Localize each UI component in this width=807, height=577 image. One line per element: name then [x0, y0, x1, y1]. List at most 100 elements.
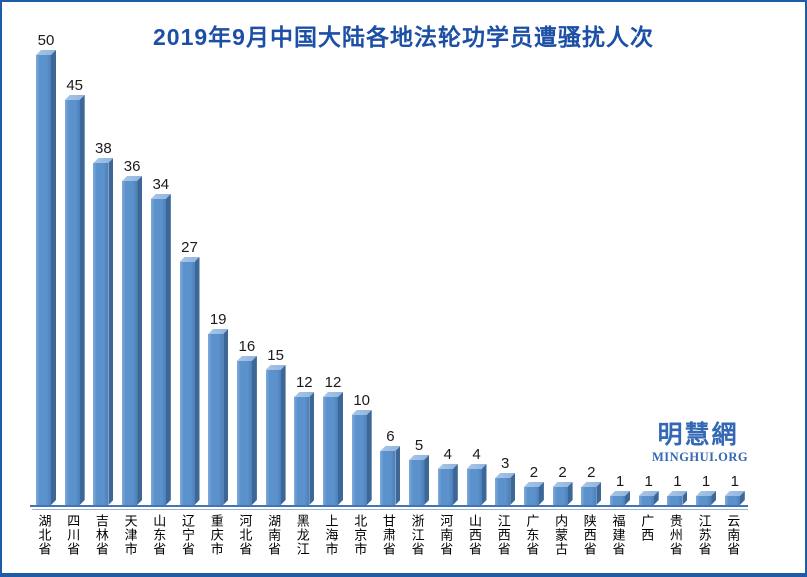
- bar-side-face: [108, 158, 113, 505]
- bar-category-label: 湖北省: [36, 514, 52, 556]
- bar-category-label: 陕西省: [581, 514, 597, 556]
- bar-value-label: 6: [386, 428, 395, 445]
- bar-front-face: [724, 496, 740, 505]
- bar-top-face: [667, 491, 688, 496]
- bar-side-face: [596, 482, 601, 505]
- bar-value-label: 1: [701, 473, 711, 490]
- bar-group: 1: [696, 473, 717, 505]
- bar-group: 6: [380, 428, 401, 505]
- bar-value-label: 38: [95, 140, 112, 157]
- bar-front-face: [495, 478, 511, 505]
- bar-group: 16: [236, 338, 257, 505]
- bar-front-face: [523, 487, 539, 505]
- bar-side-face: [539, 482, 544, 505]
- bar-category-label: 四川省: [65, 514, 81, 556]
- bar-value-label: 15: [267, 347, 284, 364]
- bar-side-face: [252, 356, 257, 505]
- bar-front-face: [466, 469, 482, 505]
- bar-top-face: [610, 491, 630, 496]
- bar-category-label: 黑龙江: [294, 514, 310, 556]
- x-axis-line: [30, 505, 748, 507]
- bar-group: 45: [64, 77, 85, 505]
- bar-value-label: 1: [673, 473, 682, 490]
- bar-front-face: [667, 496, 683, 505]
- bar-value-label: 1: [644, 473, 653, 490]
- bar-category-label: 山西省: [467, 514, 482, 556]
- bar-side-face: [453, 464, 458, 505]
- bar-top-face: [724, 491, 745, 496]
- bar-value-label: 50: [37, 32, 55, 49]
- bar-group: 50: [36, 32, 56, 505]
- bar-category-label: 浙江省: [409, 514, 425, 556]
- bar-side-face: [625, 491, 630, 505]
- bar-value-label: 5: [414, 437, 424, 454]
- chart-title: 2019年9月中国大陆各地法轮功学员遭骚扰人次: [153, 24, 654, 50]
- bar-top-face: [150, 194, 171, 199]
- bar-front-face: [64, 100, 80, 505]
- bar-category-label: 吉林省: [93, 514, 109, 556]
- bar-side-face: [740, 491, 745, 505]
- bar-category-label: 江西省: [495, 514, 511, 556]
- bar-side-face: [654, 491, 659, 505]
- bar-group: 19: [208, 311, 229, 505]
- bar-top-face: [437, 464, 458, 469]
- bar-top-face: [581, 482, 602, 487]
- bar-category-label: 河北省: [237, 514, 253, 556]
- bar-category-label: 天津市: [122, 514, 138, 556]
- bar-side-face: [281, 365, 286, 505]
- bar-group: 2: [523, 464, 544, 505]
- bar-group: 1: [724, 473, 745, 505]
- bar-category-label: 上海市: [323, 514, 339, 556]
- bar-front-face: [265, 370, 281, 505]
- bar-top-face: [265, 365, 286, 370]
- bar-value-label: 2: [558, 464, 567, 481]
- bar-category-label: 甘肃省: [380, 514, 396, 556]
- minghui-logo-cjk: 明慧網: [657, 421, 739, 449]
- bar-side-face: [367, 410, 372, 505]
- bar-front-face: [581, 487, 597, 505]
- bar-front-face: [294, 397, 310, 505]
- bar-top-face: [208, 329, 229, 334]
- bar-front-face: [179, 262, 195, 505]
- bar-front-face: [36, 55, 51, 505]
- bar-category-label: 河南省: [438, 514, 454, 556]
- minghui-logo-latin: MINGHUI.ORG: [652, 450, 749, 464]
- bar-front-face: [351, 415, 367, 505]
- bar-front-face: [93, 163, 109, 505]
- bar-group: 1: [667, 473, 688, 505]
- bar-front-face: [409, 460, 425, 505]
- bar-front-face: [380, 451, 396, 505]
- bar-side-face: [682, 491, 687, 505]
- bar-category-label: 山东省: [151, 514, 167, 556]
- bar-group: 2: [581, 464, 602, 505]
- bar-top-face: [409, 455, 430, 460]
- bar-side-face: [80, 95, 85, 505]
- bar-group: 10: [351, 392, 372, 505]
- bar-front-face: [150, 199, 166, 505]
- bar-category-label: 福建省: [610, 514, 626, 556]
- bar-value-label: 12: [324, 374, 342, 391]
- bar-group: 34: [150, 176, 171, 505]
- bar-value-label: 2: [587, 464, 596, 481]
- bar-category-label: 广东省: [524, 514, 540, 556]
- bar-front-face: [696, 496, 712, 505]
- bar-side-face: [424, 455, 429, 505]
- bar-top-face: [380, 446, 401, 451]
- bar-category-label: 辽宁省: [180, 514, 195, 556]
- bar-top-face: [122, 176, 143, 181]
- bar-group: 38: [93, 140, 114, 505]
- bar-value-label: 12: [295, 374, 313, 391]
- bar-value-label: 1: [615, 473, 625, 490]
- bar-side-face: [195, 257, 200, 505]
- bar-group: 3: [495, 455, 516, 505]
- bar-group: 12: [294, 374, 315, 505]
- bar-front-face: [323, 397, 338, 505]
- bar-category-label: 重庆市: [208, 514, 224, 556]
- bar-value-label: 1: [730, 473, 739, 490]
- bar-top-face: [36, 50, 56, 55]
- bar-top-face: [294, 392, 315, 397]
- bar-category-label: 北京市: [352, 514, 368, 556]
- bar-category-label: 贵州省: [667, 514, 683, 556]
